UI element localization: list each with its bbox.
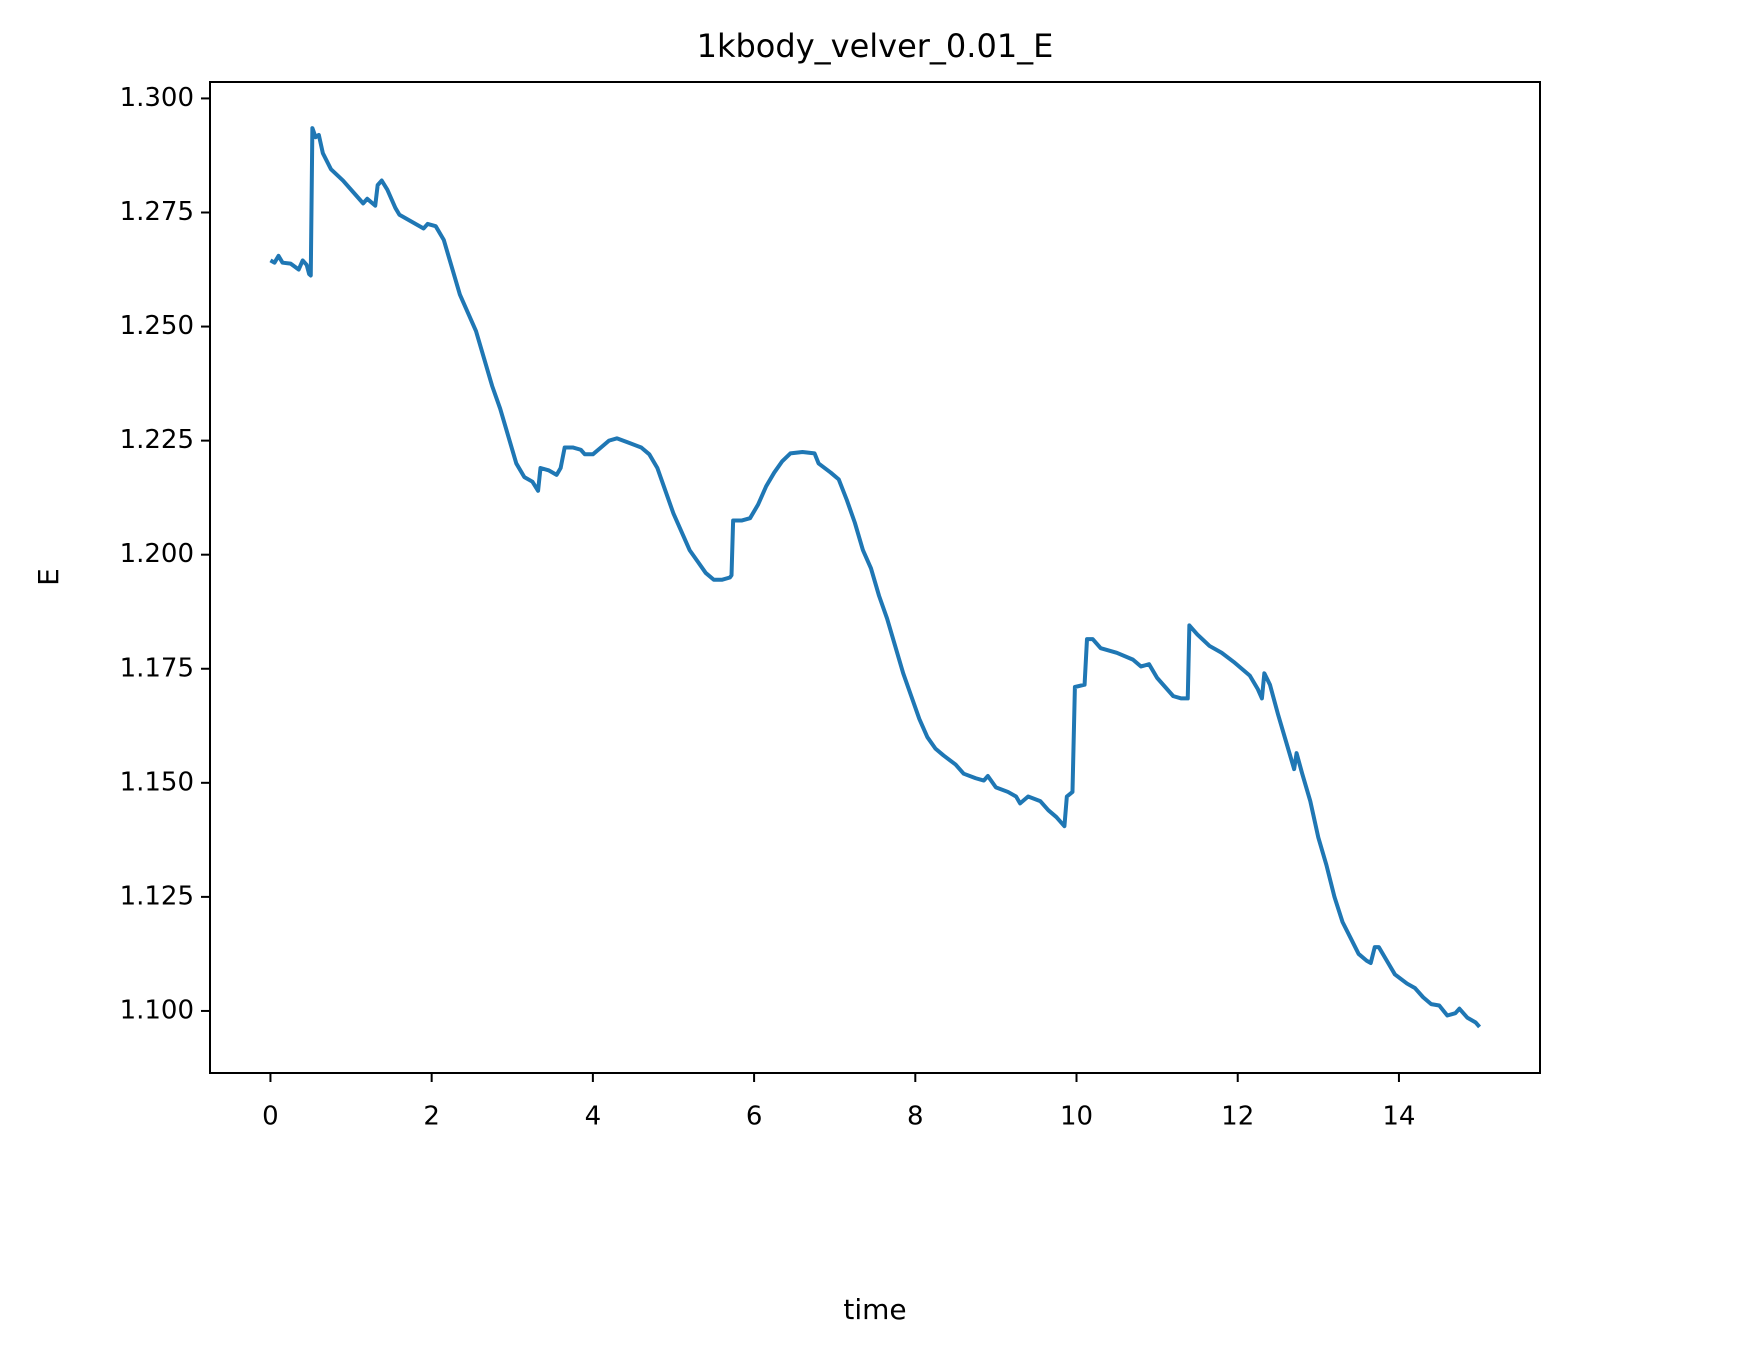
y-tick-label: 1.100 — [120, 995, 194, 1025]
x-tick-label: 6 — [746, 1102, 763, 1132]
y-tick-label: 1.175 — [120, 653, 194, 683]
data-line — [269, 126, 1482, 1029]
x-tick-label: 0 — [262, 1102, 279, 1132]
x-tick-label: 8 — [907, 1102, 924, 1132]
y-tick-label: 1.250 — [120, 311, 194, 341]
y-tick-label: 1.275 — [120, 197, 194, 227]
chart-title: 1kbody_velver_0.01_E — [697, 27, 1054, 65]
x-tick-label: 10 — [1060, 1102, 1093, 1132]
x-tick-label: 4 — [585, 1102, 602, 1132]
y-tick-label: 1.300 — [120, 83, 194, 113]
y-tick-label: 1.150 — [120, 767, 194, 797]
x-tick-label: 14 — [1382, 1102, 1415, 1132]
plot-frame — [209, 81, 1541, 1074]
y-tick-label: 1.225 — [120, 425, 194, 455]
y-axis-label: E — [32, 568, 65, 586]
y-tick-label: 1.125 — [120, 881, 194, 911]
x-tick-label: 2 — [423, 1102, 440, 1132]
x-axis-label: time — [843, 1293, 906, 1326]
y-tick-label: 1.200 — [120, 539, 194, 569]
x-tick-label: 12 — [1221, 1102, 1254, 1132]
